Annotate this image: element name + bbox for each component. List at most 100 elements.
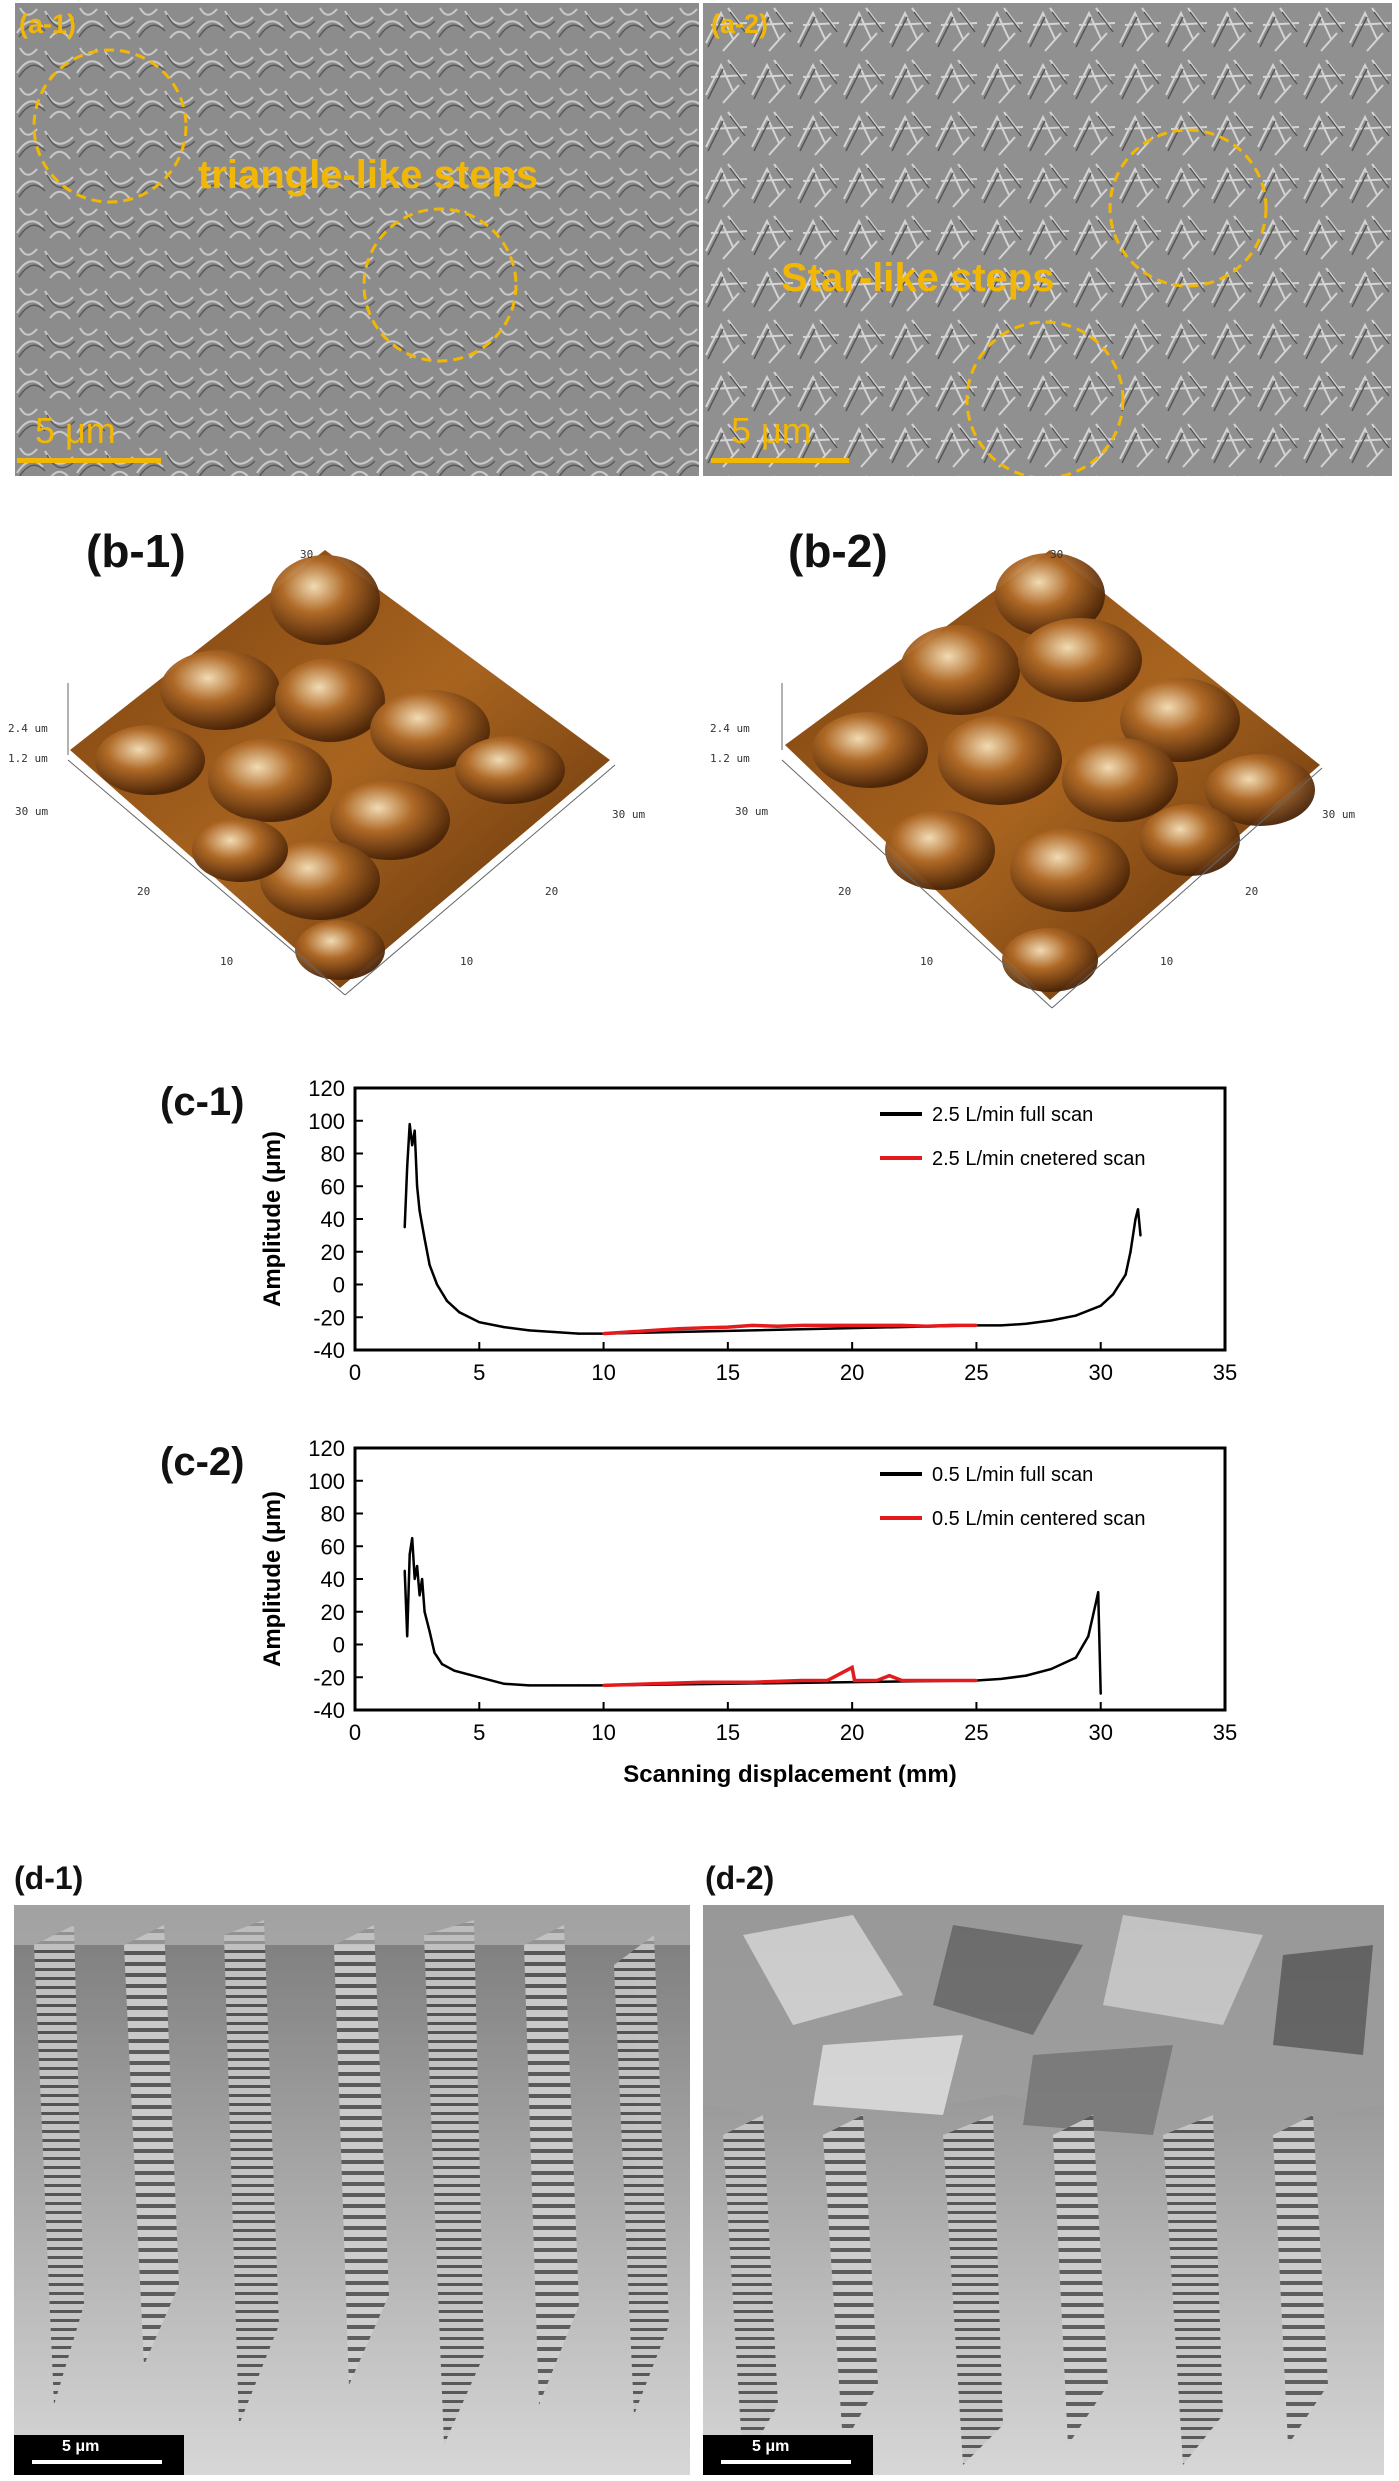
z-tick: 2.4 um (710, 722, 750, 735)
z-tick: 1.2 um (710, 752, 750, 765)
panel-c2-label: (c-2) (160, 1440, 245, 1484)
panel-d1-label: (d-1) (14, 1860, 84, 1896)
data-point (413, 1129, 416, 1132)
data-point (850, 1666, 854, 1669)
axis-end-label: 30 um (735, 805, 769, 818)
y-tick-label: 60 (321, 1174, 345, 1199)
data-point (403, 1225, 406, 1229)
x-tick-label: 20 (840, 1720, 864, 1745)
data-point (701, 1326, 705, 1330)
scalebar-label: 5 μm (62, 2438, 100, 2455)
panel-b2-label: (b-2) (788, 525, 888, 577)
x-tick-label: 30 (1088, 1720, 1112, 1745)
x-tick-label: 0 (349, 1360, 361, 1385)
sem-image-a1 (15, 3, 699, 476)
data-point (1099, 1304, 1102, 1307)
axis-tick: 20 (545, 885, 559, 898)
data-point (602, 1332, 605, 1335)
axis-tick: 10 (1160, 955, 1174, 968)
data-point (408, 1553, 411, 1556)
data-point (428, 1263, 431, 1267)
y-tick-label: -20 (313, 1305, 345, 1330)
data-point (850, 1324, 854, 1327)
z-tick: 1.2 um (8, 752, 48, 765)
data-point (875, 1679, 879, 1682)
annotation-label: triangle-like steps (198, 153, 539, 197)
x-axis-label: Scanning displacement (mm) (623, 1761, 956, 1788)
data-point (1097, 1590, 1100, 1594)
data-point (413, 1577, 416, 1581)
y-tick-label: 100 (308, 1469, 345, 1494)
y-tick-label: 80 (321, 1142, 345, 1167)
highlight-circle (965, 320, 1125, 476)
x-tick-label: 5 (473, 1360, 485, 1385)
data-point (406, 1165, 409, 1168)
y-tick-label: 100 (308, 1109, 345, 1134)
y-tick-label: 0 (333, 1633, 345, 1658)
y-axis-label: Amplitude (μm) (259, 1131, 286, 1307)
data-point (627, 1330, 630, 1334)
data-point (440, 1662, 444, 1666)
y-tick-label: 120 (308, 1076, 345, 1101)
scalebar-label: 5 μm (731, 410, 812, 451)
data-point (418, 1209, 421, 1213)
x-tick-label: 10 (591, 1720, 615, 1745)
data-point (1024, 1674, 1028, 1677)
afm-surface-b1 (67, 550, 616, 996)
y-tick-label: -40 (313, 1338, 345, 1363)
series-line (603, 1323, 977, 1336)
x-tick-label: 25 (964, 1720, 988, 1745)
data-point (435, 1283, 439, 1286)
data-point (527, 1329, 531, 1332)
data-point (1139, 1234, 1142, 1237)
legend-entry: 0.5 L/min full scan (932, 1464, 1093, 1486)
data-point (577, 1332, 580, 1335)
panel-label: (a-1) (19, 9, 77, 39)
data-point (875, 1324, 879, 1327)
x-tick-label: 20 (840, 1360, 864, 1385)
data-point (433, 1651, 436, 1654)
highlight-circle (362, 207, 518, 363)
z-tick: 2.4 um (8, 722, 48, 735)
data-point (652, 1329, 655, 1332)
data-point (950, 1324, 953, 1327)
data-point (577, 1684, 580, 1687)
series-line (403, 1537, 1102, 1694)
legend-entry: 2.5 L/min cnetered scan (932, 1148, 1145, 1170)
legend-entry: 2.5 L/min full scan (932, 1104, 1093, 1126)
sem-image-a2 (703, 3, 1392, 476)
x-tick-label: 15 (716, 1360, 740, 1385)
data-point (408, 1122, 411, 1126)
data-point (900, 1324, 904, 1327)
y-tick-label: 40 (321, 1567, 345, 1592)
data-point (453, 1669, 456, 1672)
data-point (826, 1324, 829, 1327)
y-tick-label: 120 (308, 1436, 345, 1461)
y-tick-label: -20 (313, 1665, 345, 1690)
data-point (406, 1635, 409, 1638)
data-point (478, 1320, 481, 1324)
data-point (403, 1569, 406, 1573)
x-tick-label: 35 (1213, 1720, 1237, 1745)
data-point (676, 1327, 680, 1330)
data-point (1049, 1667, 1053, 1671)
sem-cross-section-d2 (703, 1905, 1384, 2475)
data-point (1134, 1217, 1137, 1221)
data-point (502, 1325, 506, 1329)
data-point (502, 1682, 506, 1685)
axis-tick: 20 (838, 885, 852, 898)
panel-c1-label: (c-1) (160, 1080, 245, 1124)
data-point (751, 1324, 754, 1327)
x-tick-label: 35 (1213, 1360, 1237, 1385)
axis-tick: 30 (1050, 548, 1064, 561)
data-point (1136, 1207, 1140, 1211)
data-point (1099, 1692, 1102, 1695)
series-line (603, 1664, 977, 1688)
data-point (726, 1325, 730, 1329)
data-point (1074, 1656, 1078, 1659)
data-point (552, 1330, 556, 1334)
x-tick-label: 10 (591, 1360, 615, 1385)
plot-frame (353, 1086, 1227, 1352)
axis-tick: 20 (1245, 885, 1259, 898)
x-tick-label: 25 (964, 1360, 988, 1385)
